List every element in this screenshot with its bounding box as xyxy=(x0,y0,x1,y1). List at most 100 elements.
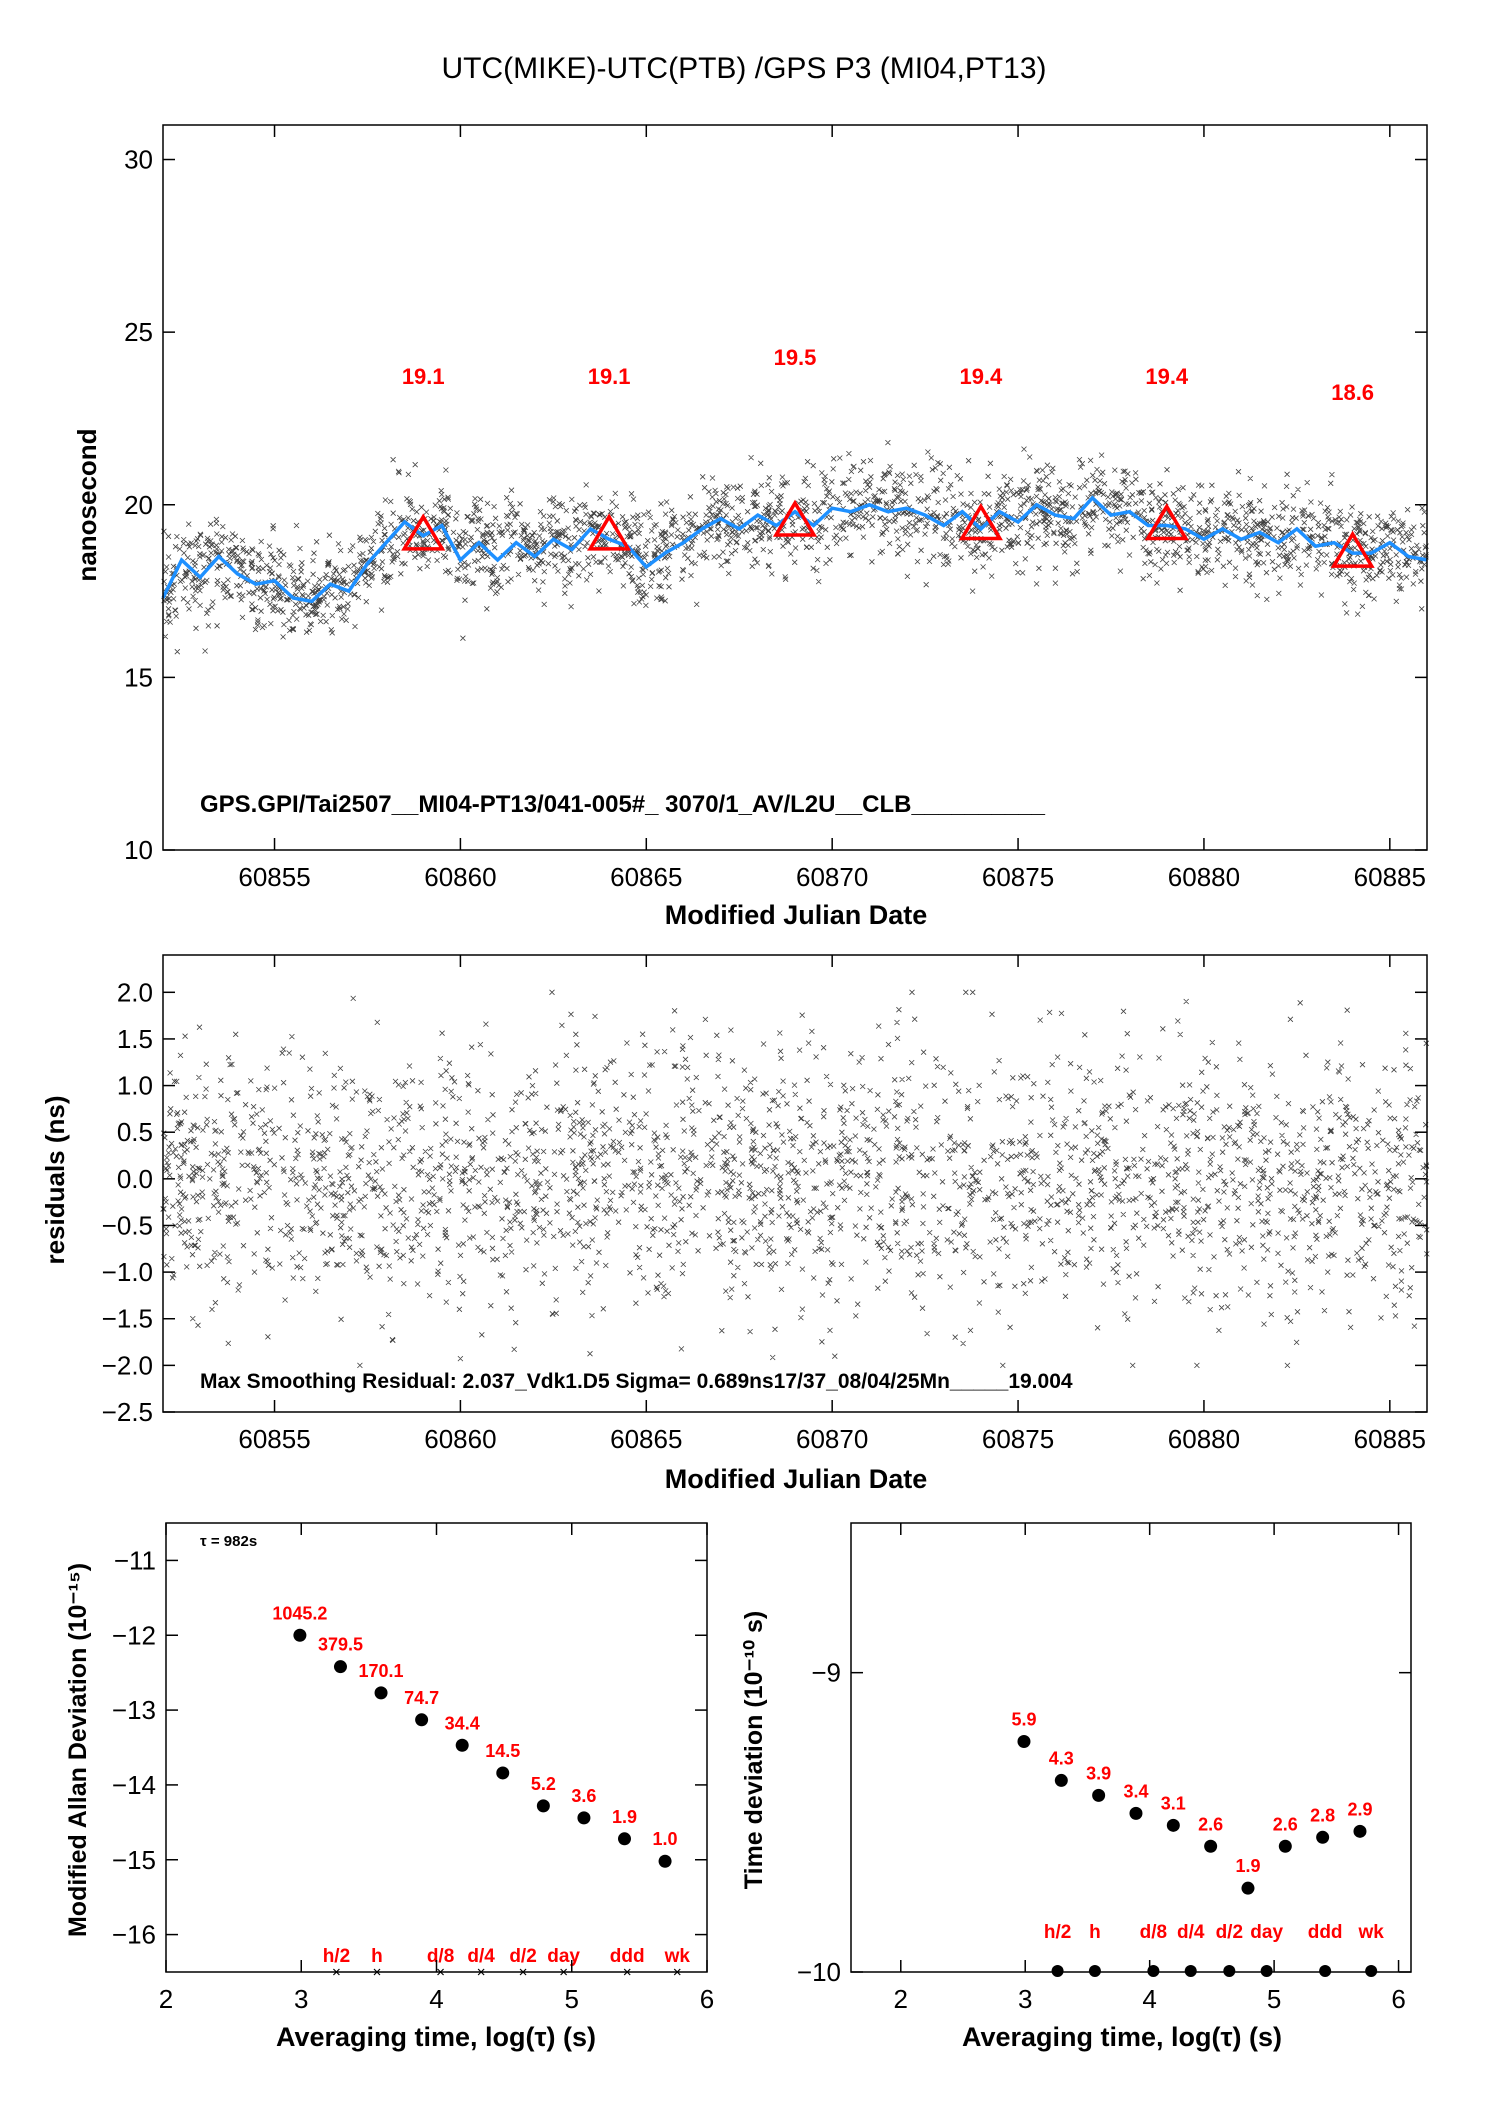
main-triangle-marker xyxy=(1330,530,1375,568)
tdev-point xyxy=(1129,1806,1143,1820)
mdev-point-label: 379.5 xyxy=(318,1635,363,1655)
main-frame xyxy=(162,124,1428,851)
tdev-xlabel: Averaging time, log(τ) (s) xyxy=(962,2022,1282,2052)
mdev-point xyxy=(333,1660,347,1674)
tdev-xtick-label: 3 xyxy=(1018,1984,1032,2014)
mdev-point-label: 1.0 xyxy=(653,1829,678,1849)
mdev-point-label: 34.4 xyxy=(445,1713,480,1733)
mdev-xtick-label: 3 xyxy=(294,1984,308,2014)
residuals-frame xyxy=(162,954,1428,1413)
mdev-point-label: 14.5 xyxy=(485,1741,520,1761)
residuals-ytick-label: −0.5 xyxy=(102,1210,153,1240)
residuals-xtick-label: 60860 xyxy=(424,1424,496,1454)
main-triangle-marker xyxy=(587,513,632,551)
mdev-point xyxy=(577,1811,591,1825)
main-ylabel: nanosecond xyxy=(72,428,102,581)
tdev-chart: 5.9 4.3 3.9 3.4 3.1 2.6 1.9 2.6 2.8 2.9 h/2 h d/8 d/4… xyxy=(797,1522,1412,2014)
mdev-bottom-label: d/8 xyxy=(427,1946,454,1967)
tdev-bottom-label: d/2 xyxy=(1216,1922,1243,1943)
tdev-xtick-label: 5 xyxy=(1267,1984,1281,2014)
tdev-point xyxy=(1353,1824,1367,1838)
tdev-bottom-label: wk xyxy=(1357,1922,1384,1943)
main-xtick-label: 60870 xyxy=(796,862,868,892)
tdev-point-label: 2.8 xyxy=(1310,1805,1335,1825)
main-chart: 19.1 19.1 19.5 19.4 19.4 18.6 60855 60860 60865 6… xyxy=(124,124,1429,892)
mdev-ytick-label: −14 xyxy=(112,1770,156,1800)
mdev-xtick-label: 6 xyxy=(700,1984,714,2014)
residuals-xtick-label: 60880 xyxy=(1168,1424,1240,1454)
mdev-ytick-label: −15 xyxy=(112,1845,156,1875)
residuals-xlabel: Modified Julian Date xyxy=(665,1464,928,1494)
mdev-point xyxy=(374,1686,388,1700)
tdev-point-label: 5.9 xyxy=(1011,1710,1036,1730)
mdev-frame xyxy=(165,1522,708,1973)
main-xlabel: Modified Julian Date xyxy=(665,900,928,930)
main-ytick-label: 20 xyxy=(124,490,153,520)
main-marker-label: 19.5 xyxy=(774,345,817,370)
main-ytick-label: 15 xyxy=(124,662,153,692)
tdev-bottom-dot xyxy=(1319,1965,1332,1977)
tdev-bottom-dot xyxy=(1260,1965,1273,1977)
tdev-bottom-label: h/2 xyxy=(1044,1922,1071,1943)
residuals-annotation: Max Smoothing Residual: 2.037_Vdk1.D5 Si… xyxy=(200,1370,1073,1393)
tdev-point-label: 1.9 xyxy=(1235,1856,1260,1876)
main-xtick-label: 60885 xyxy=(1354,862,1426,892)
tdev-point-label: 3.9 xyxy=(1086,1763,1111,1783)
mdev-chart: 1045.2 379.5 170.174.7 34.414.5 5.2 3.6 1.9 1.0… xyxy=(112,1522,714,2014)
mdev-xtick-label: 4 xyxy=(429,1984,443,2014)
tdev-bottom-dot xyxy=(1051,1965,1064,1977)
mdev-ytick-label: −11 xyxy=(114,1545,156,1575)
tdev-point-label: 2.6 xyxy=(1198,1814,1223,1834)
residuals-xtick-label: 60855 xyxy=(238,1424,310,1454)
residuals-xtick-label: 60865 xyxy=(610,1424,682,1454)
mdev-tau-note: τ = 982s xyxy=(200,1533,257,1550)
tdev-point xyxy=(1092,1788,1106,1802)
tdev-point xyxy=(1316,1830,1330,1844)
tdev-point xyxy=(1278,1839,1292,1853)
main-triangle-marker xyxy=(1144,503,1189,541)
mdev-xtick-label: 2 xyxy=(159,1984,173,2014)
mdev-bottom-label: wk xyxy=(664,1946,691,1967)
main-annotation: GPS.GPI/Tai2507__MI04-PT13/041-005#_ 307… xyxy=(200,791,1046,818)
mdev-point-label: 74.7 xyxy=(404,1688,439,1708)
tdev-frame xyxy=(850,1522,1412,1973)
main-xtick-label: 60860 xyxy=(424,862,496,892)
mdev-point xyxy=(536,1799,550,1813)
main-marker-label: 19.1 xyxy=(402,364,445,389)
tdev-bottom-dot xyxy=(1365,1965,1378,1977)
mdev-point xyxy=(455,1738,469,1752)
tdev-point-label: 3.4 xyxy=(1123,1781,1148,1801)
tdev-point-label: 2.6 xyxy=(1273,1814,1298,1834)
mdev-bottom-label: day xyxy=(547,1946,580,1967)
mdev-point xyxy=(496,1766,510,1780)
tdev-point xyxy=(1204,1839,1218,1853)
mdev-bottom-label: h/2 xyxy=(323,1946,350,1967)
residuals-ytick-label: 1.5 xyxy=(117,1024,153,1054)
residuals-ytick-label: 0.0 xyxy=(117,1164,153,1194)
tdev-bottom-dot xyxy=(1088,1965,1101,1977)
mdev-point-label: 5.2 xyxy=(531,1774,556,1794)
mdev-ytick-label: −16 xyxy=(112,1920,156,1950)
tdev-xtick-label: 4 xyxy=(1142,1984,1156,2014)
main-xtick-label: 60855 xyxy=(238,862,310,892)
main-xtick-label: 60865 xyxy=(610,862,682,892)
chart-title: UTC(MIKE)-UTC(PTB) /GPS P3 (MI04,PT13) xyxy=(441,52,1046,85)
residuals-ytick-label: 2.0 xyxy=(117,977,153,1007)
residuals-ytick-label: 0.5 xyxy=(117,1117,153,1147)
mdev-bottom-label: d/2 xyxy=(509,1946,536,1967)
tdev-bottom-label: day xyxy=(1250,1922,1283,1943)
main-marker-label: 19.1 xyxy=(588,364,631,389)
residuals-chart: 60855 60860 60865 60870 60875 60880 60885 −2.5 −… xyxy=(102,954,1430,1454)
residuals-xtick-label: 60885 xyxy=(1354,1424,1426,1454)
residuals-ytick-label: −2.0 xyxy=(102,1350,153,1380)
mdev-ytick-label: −13 xyxy=(112,1695,156,1725)
tdev-bottom-label: ddd xyxy=(1308,1922,1343,1943)
mdev-point xyxy=(415,1713,429,1727)
main-ytick-label: 10 xyxy=(124,835,153,865)
mdev-bottom-label: h xyxy=(371,1946,383,1967)
tdev-point xyxy=(1241,1881,1255,1895)
mdev-point-label: 170.1 xyxy=(359,1661,404,1681)
tdev-bottom-dot xyxy=(1184,1965,1197,1977)
residuals-ylabel: residuals (ns) xyxy=(40,1095,70,1264)
main-triangle-marker xyxy=(401,513,446,551)
